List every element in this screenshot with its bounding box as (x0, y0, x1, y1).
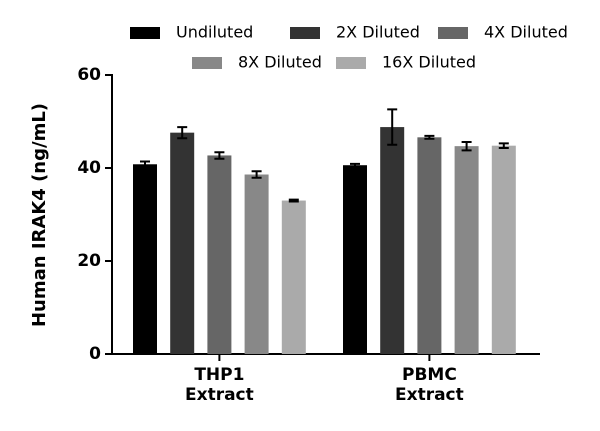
error-bar (288, 198, 299, 203)
legend-swatch (192, 57, 222, 69)
x-tick-label: THP1 Extract (185, 365, 254, 405)
bar (207, 155, 232, 354)
legend-label: Undiluted (176, 23, 253, 42)
error-bar (140, 160, 150, 169)
bar (133, 164, 157, 354)
bar (343, 165, 367, 354)
legend-swatch (336, 57, 366, 69)
legend-label: 4X Diluted (484, 23, 568, 42)
bar (454, 146, 479, 354)
error-bar (177, 126, 188, 140)
error-bar (498, 142, 509, 150)
y-tick-label: 40 (77, 158, 101, 178)
error-bar (214, 151, 225, 160)
bar (170, 132, 195, 354)
legend-label: 2X Diluted (336, 23, 420, 42)
bar (417, 137, 442, 354)
error-bar (251, 170, 262, 179)
x-tick-label-box: THP1 Extract (185, 365, 254, 405)
x-tick-label-box: PBMC Extract (395, 365, 464, 405)
error-bar (461, 140, 472, 152)
bar (244, 174, 269, 354)
legend-label: 8X Diluted (238, 53, 322, 72)
bar (281, 200, 306, 354)
legend-swatch (130, 27, 160, 39)
y-axis-label: Human IRAK4 (ng/mL) (29, 103, 50, 327)
y-tick-label: 60 (77, 65, 101, 85)
legend-label: 16X Diluted (382, 53, 476, 72)
error-bar (350, 162, 360, 168)
error-bar (387, 108, 398, 146)
error-bar (424, 134, 435, 140)
legend-swatch (290, 27, 320, 39)
y-tick-label: 0 (89, 344, 101, 364)
bar (491, 145, 516, 354)
legend-swatch (438, 27, 468, 39)
y-tick-label: 20 (77, 251, 101, 271)
bar (380, 127, 405, 354)
x-tick-label: PBMC Extract (395, 365, 464, 405)
